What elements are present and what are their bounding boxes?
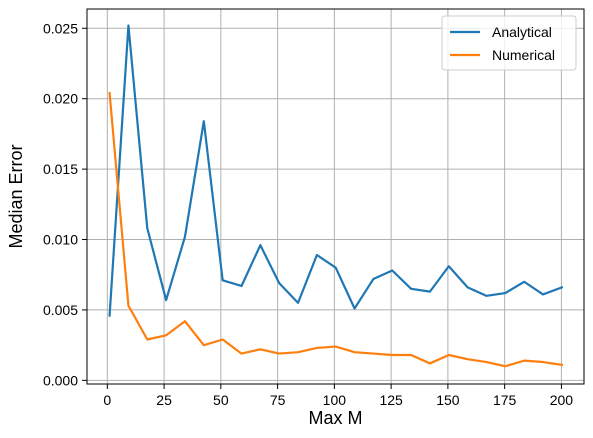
y-axis: 0.000 0.005 0.010 0.015 0.020 0.025 <box>43 20 87 388</box>
series-line-analytical <box>108 24 564 317</box>
series-line-numerical <box>108 91 564 368</box>
legend-entry: Analytical <box>492 24 552 40</box>
x-tick-label: 75 <box>270 392 286 408</box>
grid <box>87 9 584 384</box>
legend-box <box>441 15 577 71</box>
y-tick-label: 0.000 <box>43 372 78 388</box>
y-axis-label: Median Error <box>6 144 26 248</box>
y-tick-label: 0.015 <box>43 161 78 177</box>
x-tick-label: 0 <box>103 392 111 408</box>
y-tick-label: 0.010 <box>43 232 78 248</box>
x-tick-label: 50 <box>213 392 229 408</box>
x-tick-label: 200 <box>550 392 574 408</box>
x-tick-label: 150 <box>436 392 460 408</box>
x-axis: 0 25 50 75 100 125 150 175 200 <box>103 384 573 408</box>
legend: Analytical Numerical <box>441 15 577 71</box>
y-tick-label: 0.005 <box>43 302 78 318</box>
x-tick-label: 100 <box>323 392 347 408</box>
plot-frame <box>86 8 585 385</box>
y-tick-label: 0.020 <box>43 91 78 107</box>
legend-entry: Numerical <box>492 47 555 63</box>
y-tick-label: 0.025 <box>43 20 78 36</box>
x-tick-label: 25 <box>156 392 172 408</box>
x-axis-label: Max M <box>309 408 363 428</box>
x-tick-label: 175 <box>493 392 517 408</box>
x-tick-label: 125 <box>379 392 403 408</box>
series-layer <box>108 24 564 368</box>
